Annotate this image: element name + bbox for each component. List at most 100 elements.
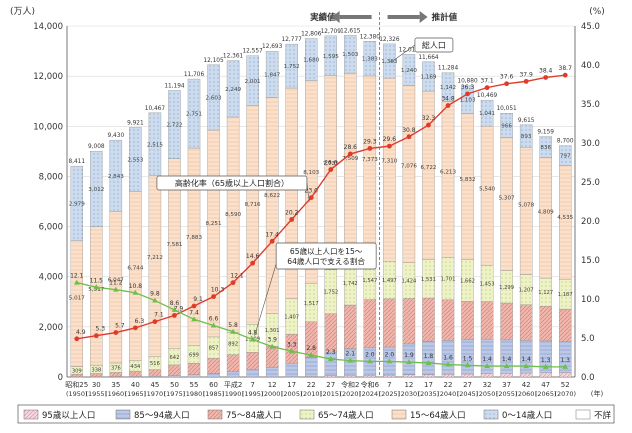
total-label: 10,469 bbox=[477, 93, 498, 99]
support-ratio-label: 1.4 bbox=[502, 356, 512, 363]
x-tick-year: (1995) bbox=[242, 390, 264, 398]
p65-label: 1,547 bbox=[362, 278, 377, 284]
legend-swatch-p65 bbox=[299, 409, 315, 420]
p0-label: 2,979 bbox=[69, 201, 85, 207]
bar-segment-p0 bbox=[558, 145, 572, 166]
p0-label: 1,383 bbox=[362, 57, 378, 63]
legend-label: 85～94歳人口 bbox=[134, 410, 190, 421]
aging-rate-label: 5.7 bbox=[115, 323, 125, 330]
x-tick-year: (1990) bbox=[222, 390, 244, 398]
bar-segment-p95 bbox=[461, 373, 474, 378]
p65-label: 1,299 bbox=[499, 285, 514, 291]
total-label: 9,615 bbox=[518, 118, 535, 124]
x-tick-year: (2030) bbox=[398, 390, 420, 398]
right-tick-label: 15.0 bbox=[581, 256, 600, 266]
p65-label: 516 bbox=[150, 361, 160, 367]
bar-segment-p95 bbox=[500, 373, 513, 378]
support-ratio-point bbox=[210, 322, 217, 328]
x-tick-year: (1975) bbox=[164, 390, 186, 398]
p0-label: 2,603 bbox=[206, 95, 222, 101]
support-ratio-label: 1.3 bbox=[541, 357, 551, 364]
support-ratio-label: 2.1 bbox=[346, 351, 356, 358]
x-tick-era: 22 bbox=[444, 381, 453, 389]
aging-rate-point bbox=[74, 336, 80, 342]
aging-rate-point bbox=[250, 260, 256, 266]
p15-label: 8,103 bbox=[303, 170, 319, 176]
bar-segment-p15 bbox=[344, 72, 357, 262]
bar-segment-p0 bbox=[519, 124, 533, 148]
support-ratio-label: 3.9 bbox=[267, 337, 277, 344]
p65-label: 642 bbox=[170, 355, 180, 361]
p15-label: 5,078 bbox=[518, 203, 534, 209]
p15-label: 7,883 bbox=[186, 235, 202, 241]
p15-label: 8,622 bbox=[264, 193, 280, 199]
aging-rate-point bbox=[152, 319, 158, 325]
support-ratio-point bbox=[406, 359, 412, 365]
p0-label: 893 bbox=[521, 134, 532, 140]
x-tick-year: (2040) bbox=[437, 390, 459, 398]
aging-rate-label: 7.9 bbox=[174, 305, 184, 312]
aging-rate-label: 32.3 bbox=[422, 115, 436, 122]
total-label: 12,777 bbox=[282, 37, 303, 43]
aging-rate-point bbox=[211, 294, 216, 300]
support-ratio-label: 4.8 bbox=[248, 330, 258, 337]
p65-label: 699 bbox=[189, 352, 199, 358]
x-tick-era: 50 bbox=[170, 381, 179, 389]
bar-segment-p95 bbox=[519, 372, 533, 378]
x-axis-unit: (年) bbox=[591, 389, 604, 398]
total-label: 12,615 bbox=[340, 28, 361, 34]
bar-segment-p15 bbox=[363, 75, 377, 261]
bar-segment-p0 bbox=[363, 41, 377, 77]
p15-label: 5,540 bbox=[479, 187, 495, 193]
bar-segment-p75 bbox=[480, 301, 494, 340]
bar-segment-p0 bbox=[207, 64, 220, 131]
p0-label: 1,595 bbox=[323, 54, 339, 60]
bar-segment-p0 bbox=[187, 78, 201, 149]
p0-label: 1,169 bbox=[420, 74, 436, 80]
total-label: 12,557 bbox=[242, 49, 263, 55]
bar-segment-p15 bbox=[461, 113, 474, 260]
support-callout-leader bbox=[254, 263, 277, 336]
right-tick-label: 40.0 bbox=[581, 61, 600, 71]
x-tick-year: (1950) bbox=[66, 390, 88, 398]
support-ratio-label: 6.6 bbox=[209, 316, 219, 323]
bar-segment-p0 bbox=[109, 139, 123, 212]
bar-segment-p0 bbox=[265, 51, 279, 98]
aging-rate-point bbox=[367, 146, 373, 151]
aging-rate-label: 36.3 bbox=[461, 84, 475, 91]
bar-segment-p0 bbox=[441, 72, 455, 102]
bar-segment-p15 bbox=[402, 85, 416, 263]
bar-segment-p0 bbox=[500, 113, 513, 138]
x-tick-era: 42 bbox=[522, 381, 531, 389]
support-ratio-label: 5.8 bbox=[228, 322, 238, 329]
total-label: 12,105 bbox=[203, 58, 224, 64]
left-tick-label: 2,000 bbox=[39, 323, 63, 333]
bar-segment-p75 bbox=[402, 298, 416, 345]
bar-segment-p85 bbox=[304, 357, 318, 377]
bar-segment-p15 bbox=[90, 226, 103, 366]
p15-label: 5,017 bbox=[69, 295, 85, 301]
legend-swatch-p75 bbox=[207, 409, 223, 420]
bar-segment-p0 bbox=[480, 99, 494, 127]
right-tick-label: 5.0 bbox=[581, 334, 595, 344]
bar-segment-p95 bbox=[539, 372, 552, 378]
support-ratio-label: 3.3 bbox=[287, 341, 297, 348]
total-label: 8,411 bbox=[68, 159, 85, 165]
right-tick-label: 20.0 bbox=[581, 217, 600, 227]
bar-segment-p15 bbox=[519, 147, 533, 275]
bar-segment-p85 bbox=[207, 373, 220, 378]
actual-arrowhead bbox=[331, 11, 340, 23]
p0-label: 1,142 bbox=[440, 85, 456, 91]
left-axis-unit: (万人) bbox=[10, 6, 35, 17]
bar-segment-p75 bbox=[324, 313, 338, 353]
legend-swatch-p85 bbox=[115, 409, 131, 420]
total-label: 10,051 bbox=[496, 106, 517, 112]
aging-rate-point bbox=[406, 134, 412, 140]
aging-rate-point bbox=[504, 81, 510, 87]
p65-label: 1,662 bbox=[460, 278, 475, 284]
p0-label: 2,751 bbox=[186, 112, 202, 118]
bar-segment-p75 bbox=[441, 299, 455, 341]
x-tick-year: (2010) bbox=[300, 390, 322, 398]
p65-label: 309 bbox=[72, 368, 82, 374]
bar-segment-p15 bbox=[324, 75, 338, 270]
